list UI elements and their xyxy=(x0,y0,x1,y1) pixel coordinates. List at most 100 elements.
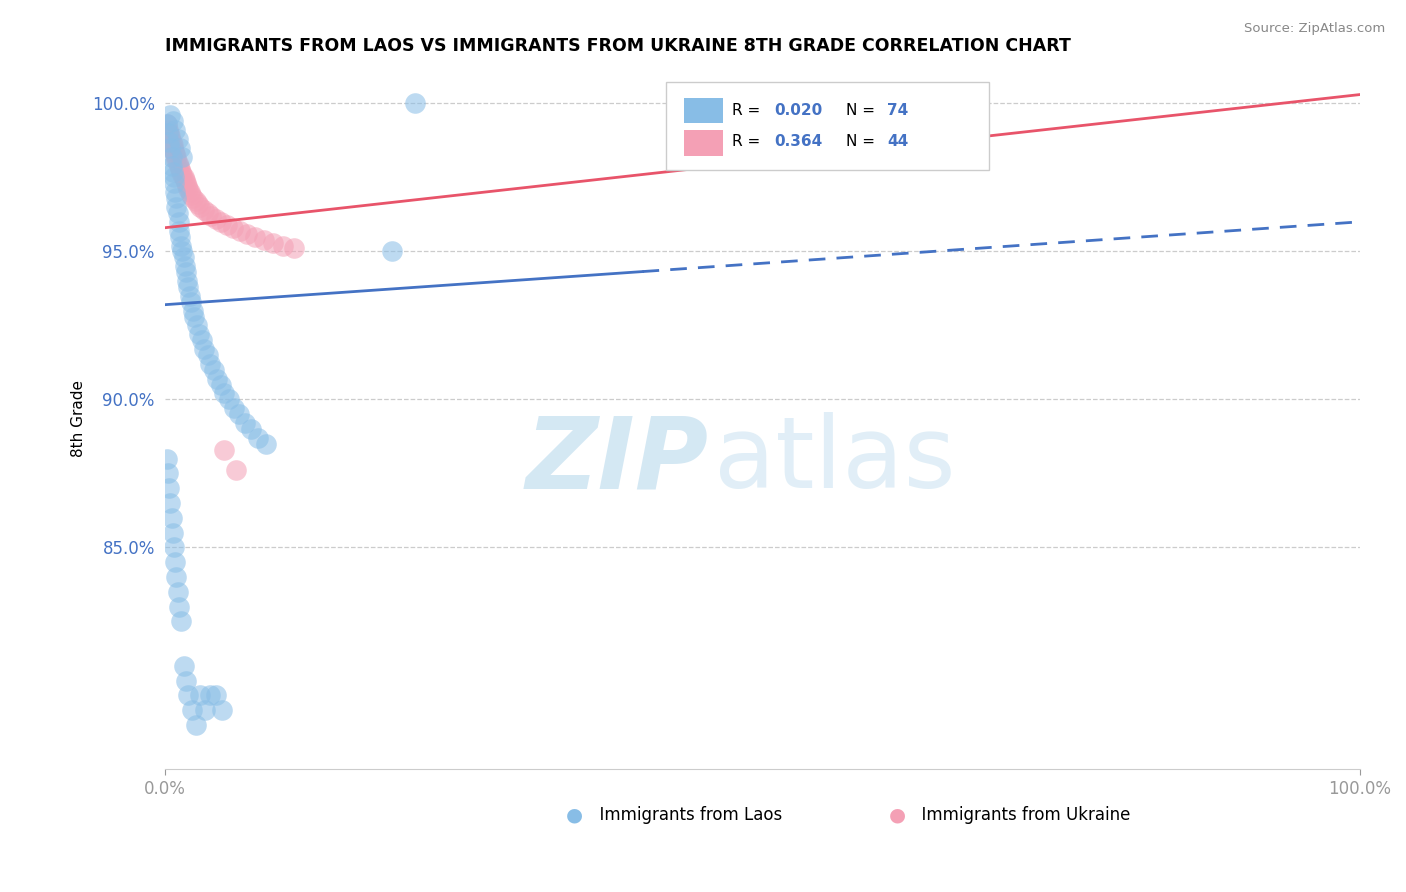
Point xyxy=(156,117,179,131)
Point xyxy=(170,238,193,252)
Point xyxy=(177,280,200,294)
Point xyxy=(159,129,181,144)
Point xyxy=(214,386,236,401)
Point xyxy=(181,703,204,717)
Point xyxy=(163,177,186,191)
Point xyxy=(188,327,211,342)
Point xyxy=(173,251,195,265)
Point xyxy=(163,541,186,555)
Point xyxy=(236,227,259,241)
Point xyxy=(166,200,188,214)
Point xyxy=(166,150,188,164)
Point xyxy=(163,144,186,158)
Point xyxy=(190,200,212,214)
Point xyxy=(165,186,187,200)
Point xyxy=(205,211,228,226)
Point xyxy=(177,182,200,196)
Text: 44: 44 xyxy=(887,134,908,149)
Point xyxy=(184,194,207,208)
Point xyxy=(167,599,190,614)
Point xyxy=(198,357,221,371)
FancyBboxPatch shape xyxy=(685,130,723,155)
Point xyxy=(159,141,181,155)
Point xyxy=(202,363,225,377)
Point xyxy=(167,224,190,238)
Point xyxy=(173,259,195,273)
Point xyxy=(160,510,183,524)
Point xyxy=(200,209,222,223)
Point xyxy=(169,229,191,244)
Text: 0.364: 0.364 xyxy=(773,134,823,149)
Point xyxy=(166,570,188,584)
Text: R =: R = xyxy=(733,103,765,118)
Point xyxy=(187,197,209,211)
Point xyxy=(205,689,228,703)
Point xyxy=(193,202,215,217)
Point xyxy=(160,159,183,173)
Point xyxy=(170,615,193,629)
Point xyxy=(157,467,180,481)
Point xyxy=(163,170,186,185)
Point xyxy=(162,164,184,178)
Point xyxy=(180,188,202,202)
Text: R =: R = xyxy=(733,134,765,149)
Point xyxy=(174,177,197,191)
Point xyxy=(198,689,221,703)
Point xyxy=(197,348,219,362)
Point xyxy=(214,442,236,457)
Point xyxy=(157,126,180,140)
Point xyxy=(166,584,188,599)
Point xyxy=(172,150,194,164)
Point xyxy=(157,481,180,495)
Point xyxy=(176,179,198,194)
Point xyxy=(380,244,402,259)
Text: ●: ● xyxy=(565,805,582,824)
Point xyxy=(172,168,194,182)
Point xyxy=(169,141,191,155)
Point xyxy=(229,224,252,238)
Point xyxy=(165,146,187,161)
Point xyxy=(245,229,267,244)
Point xyxy=(205,372,228,386)
Point xyxy=(179,186,201,200)
Point xyxy=(179,289,201,303)
Point xyxy=(246,431,269,445)
Point xyxy=(193,342,215,356)
Point xyxy=(262,235,284,250)
Y-axis label: 8th Grade: 8th Grade xyxy=(72,380,86,458)
Point xyxy=(169,161,191,176)
Point xyxy=(271,238,294,252)
Point xyxy=(209,215,232,229)
Point xyxy=(166,206,188,220)
Point xyxy=(156,117,179,131)
Text: ZIP: ZIP xyxy=(526,412,709,509)
Point xyxy=(218,392,240,407)
Point xyxy=(160,150,183,164)
Text: Immigrants from Laos: Immigrants from Laos xyxy=(589,806,782,824)
Point xyxy=(209,377,232,392)
Text: atlas: atlas xyxy=(714,412,956,509)
Text: Source: ZipAtlas.com: Source: ZipAtlas.com xyxy=(1244,22,1385,36)
Point xyxy=(174,265,197,279)
Point xyxy=(162,137,184,152)
Point xyxy=(166,191,188,205)
Text: N =: N = xyxy=(845,103,880,118)
Point xyxy=(170,164,193,178)
Point xyxy=(157,135,180,149)
Point xyxy=(172,244,194,259)
Point xyxy=(156,451,179,466)
Point xyxy=(166,153,188,167)
Point xyxy=(239,422,262,436)
Point xyxy=(165,555,187,569)
Point xyxy=(166,132,188,146)
Point xyxy=(162,525,184,540)
Point xyxy=(167,215,190,229)
Point xyxy=(215,218,238,232)
Point xyxy=(184,718,207,732)
FancyBboxPatch shape xyxy=(685,98,723,123)
Text: N =: N = xyxy=(845,134,880,149)
Point xyxy=(167,159,190,173)
Point xyxy=(404,96,426,111)
Point xyxy=(222,401,245,416)
Point xyxy=(283,242,305,256)
